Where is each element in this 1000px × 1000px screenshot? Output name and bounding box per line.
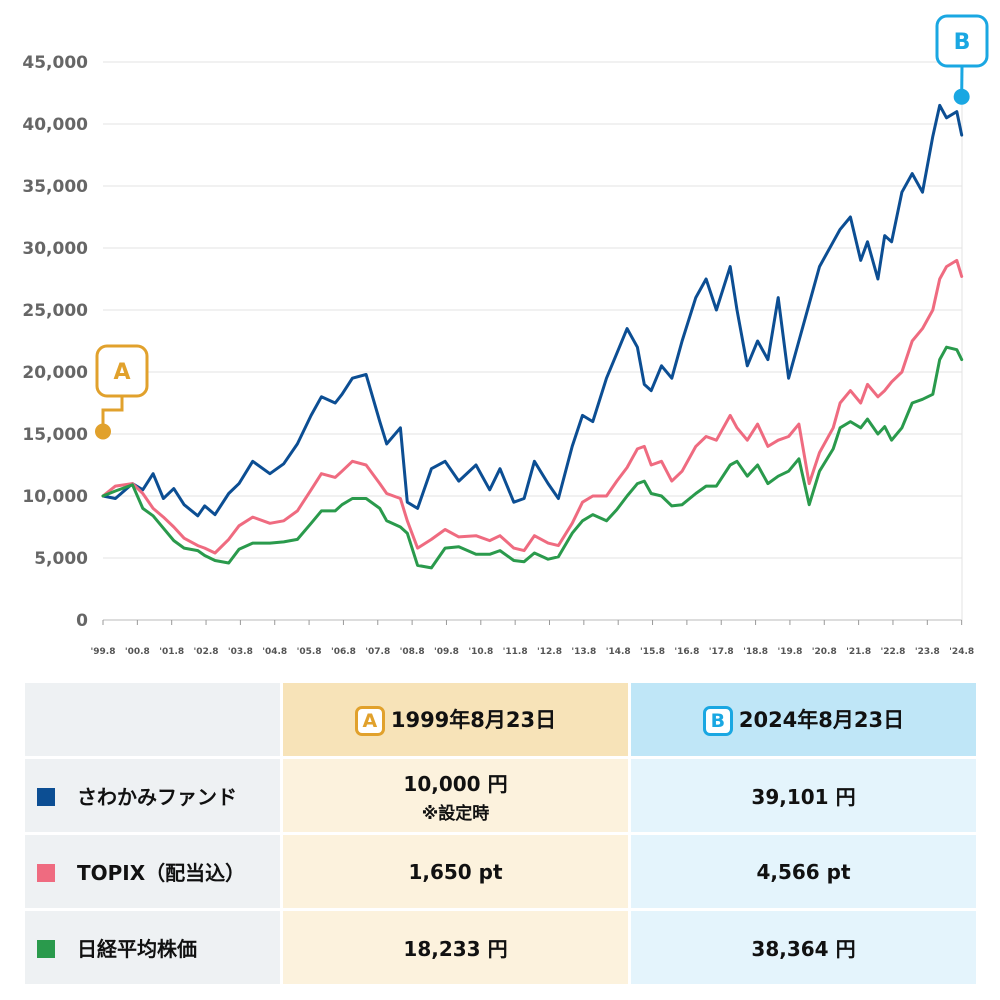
x-tick-label: '03.8 xyxy=(228,647,253,657)
series-lines xyxy=(101,103,964,570)
series-line-0 xyxy=(101,103,964,518)
row-value-a: 10,000 円 ※設定時 xyxy=(283,759,628,832)
x-tick-label: '00.8 xyxy=(125,647,150,657)
header-date-a: A 1999年8月23日 xyxy=(283,683,628,756)
x-tick-label: '09.8 xyxy=(434,647,459,657)
series-line-1 xyxy=(101,258,964,555)
value-a-note: ※設定時 xyxy=(421,803,490,824)
x-tick-label: '12.8 xyxy=(537,647,562,657)
x-tick-label: '21.8 xyxy=(846,647,871,657)
row-name: 日経平均株価 xyxy=(77,937,197,961)
marker-b: B xyxy=(935,14,989,105)
x-tick-label: '04.8 xyxy=(262,647,287,657)
comparison-table: A 1999年8月23日 B 2024年8月23日 さわかみファンド 10,000 … xyxy=(22,680,979,987)
header-empty-cell xyxy=(25,683,280,756)
marker-connector xyxy=(101,396,124,432)
marker-dot xyxy=(95,423,111,440)
table-row: さわかみファンド 10,000 円 ※設定時 39,101 円 xyxy=(25,759,976,832)
line-chart: 0 5,000 10,000 15,000 20,000 25,000 30,000 35,0… xyxy=(22,14,989,657)
x-tick-label: '22.8 xyxy=(880,647,905,657)
x-tick-label: '08.8 xyxy=(400,647,425,657)
date-a-label: 1999年8月23日 xyxy=(390,707,557,732)
x-tick-label: '18.8 xyxy=(743,647,768,657)
y-tick-label: 15,000 xyxy=(22,425,88,445)
value-b: 4,566 pt xyxy=(756,859,851,884)
row-value-b: 4,566 pt xyxy=(631,835,976,908)
x-tick-label: '07.8 xyxy=(365,647,390,657)
value-a: 1,650 pt xyxy=(408,859,503,884)
table-row: TOPIX（配当込） 1,650 pt 4,566 pt xyxy=(25,835,976,908)
x-tick-label: '14.8 xyxy=(606,647,631,657)
y-tick-label: 0 xyxy=(76,611,88,631)
marker-dot xyxy=(953,88,970,105)
table-row: 日経平均株価 18,233 円 38,364 円 xyxy=(25,911,976,984)
row-label-nikkei: 日経平均株価 xyxy=(25,911,280,984)
row-value-b: 39,101 円 xyxy=(631,759,976,832)
value-b: 39,101 円 xyxy=(751,785,856,809)
x-tick-label: '02.8 xyxy=(194,647,219,657)
row-value-a: 1,650 pt xyxy=(283,835,628,908)
badge-a: A xyxy=(354,705,385,736)
legend-swatch-topix xyxy=(37,864,55,882)
date-b-label: 2024年8月23日 xyxy=(738,707,905,732)
x-tick-label: '16.8 xyxy=(674,647,699,657)
legend-swatch-sawakami xyxy=(37,788,55,806)
y-axis: 0 5,000 10,000 15,000 20,000 25,000 30,000 35,0… xyxy=(22,53,88,631)
y-tick-label: 10,000 xyxy=(22,487,88,507)
x-axis: '99.8 '00.8 '01.8 '02.8 '03.8 '04.8 '05.8 '06.8… xyxy=(91,620,974,657)
row-label-topix: TOPIX（配当込） xyxy=(25,835,280,908)
x-tick-label: '01.8 xyxy=(159,647,184,657)
x-tick-label: '06.8 xyxy=(331,647,356,657)
value-a: 10,000 円 xyxy=(403,771,508,796)
marker-label: B xyxy=(954,30,971,55)
marker-box xyxy=(95,344,149,398)
value-a: 18,233 円 xyxy=(403,937,508,961)
x-tick-label: '05.8 xyxy=(297,647,322,657)
marker-box xyxy=(935,14,989,68)
x-tick-label: '11.8 xyxy=(503,647,528,657)
x-tick-label: '24.8 xyxy=(949,647,974,657)
x-tick-label: '19.8 xyxy=(777,647,802,657)
y-tick-label: 20,000 xyxy=(22,363,88,383)
series-line-2 xyxy=(101,345,964,570)
y-tick-label: 25,000 xyxy=(22,301,88,321)
y-tick-label: 40,000 xyxy=(22,115,88,135)
x-tick-label: '15.8 xyxy=(640,647,665,657)
y-tick-label: 35,000 xyxy=(22,177,88,197)
row-value-a: 18,233 円 xyxy=(283,911,628,984)
x-tick-label: '99.8 xyxy=(91,647,116,657)
value-b: 38,364 円 xyxy=(751,937,856,961)
row-label-sawakami: さわかみファンド xyxy=(25,759,280,832)
marker-label: A xyxy=(113,360,130,385)
badge-b: B xyxy=(702,705,733,736)
x-tick-label: '13.8 xyxy=(571,647,596,657)
x-tick-label: '10.8 xyxy=(468,647,493,657)
y-tick-label: 5,000 xyxy=(34,549,88,569)
x-tick-label: '17.8 xyxy=(709,647,734,657)
table-header-row: A 1999年8月23日 B 2024年8月23日 xyxy=(25,683,976,756)
x-tick-label: '23.8 xyxy=(915,647,940,657)
y-tick-label: 30,000 xyxy=(22,239,88,259)
grid-lines xyxy=(103,61,963,621)
header-date-b: B 2024年8月23日 xyxy=(631,683,976,756)
chart-markers: AB xyxy=(95,14,989,440)
y-tick-label: 45,000 xyxy=(22,53,88,73)
row-name: TOPIX（配当込） xyxy=(77,861,246,885)
x-tick-label: '20.8 xyxy=(812,647,837,657)
row-value-b: 38,364 円 xyxy=(631,911,976,984)
marker-a: A xyxy=(95,344,149,440)
legend-swatch-nikkei xyxy=(37,940,55,958)
row-name: さわかみファンド xyxy=(77,785,237,809)
